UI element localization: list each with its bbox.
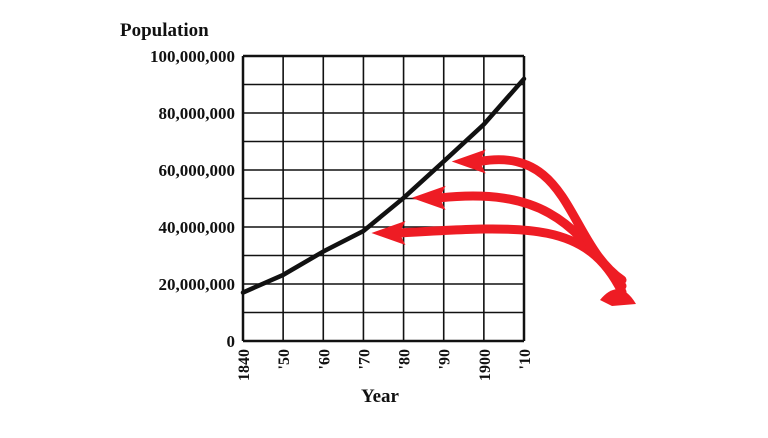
x-tick-label: '50 <box>276 349 293 369</box>
population-series-line <box>240 76 527 295</box>
red-arrow-head <box>371 220 406 245</box>
red-arrow-shaft <box>475 155 627 285</box>
series-line-group <box>240 76 527 295</box>
x-tick-label: 1900 <box>477 349 494 381</box>
y-tick-label: 0 <box>227 332 236 351</box>
y-tick-label: 80,000,000 <box>159 104 236 123</box>
red-arrow-head <box>411 185 446 210</box>
x-tick-label: '80 <box>397 349 414 369</box>
y-tick-label: 60,000,000 <box>159 161 236 180</box>
y-tick-label: 100,000,000 <box>150 47 235 66</box>
tick-labels: 1840 '50 '60 '70 '80 '90 1900 '10 0 20,000,000 40,… <box>150 47 534 381</box>
x-tick-label: '90 <box>437 349 454 369</box>
red-arrow-head <box>451 149 486 174</box>
red-arrow-shaft <box>435 191 627 291</box>
y-tick-label: 20,000,000 <box>159 275 236 294</box>
red-arrows <box>371 149 636 306</box>
x-tick-label: 1840 <box>236 349 253 381</box>
x-axis-title: Year <box>361 386 400 407</box>
x-tick-label: '10 <box>517 349 534 369</box>
x-tick-label: '60 <box>316 349 333 369</box>
y-axis-title: Population <box>120 20 209 41</box>
red-arrow-tail <box>600 289 636 306</box>
y-tick-label: 40,000,000 <box>159 218 236 237</box>
x-tick-label: '70 <box>356 349 373 369</box>
